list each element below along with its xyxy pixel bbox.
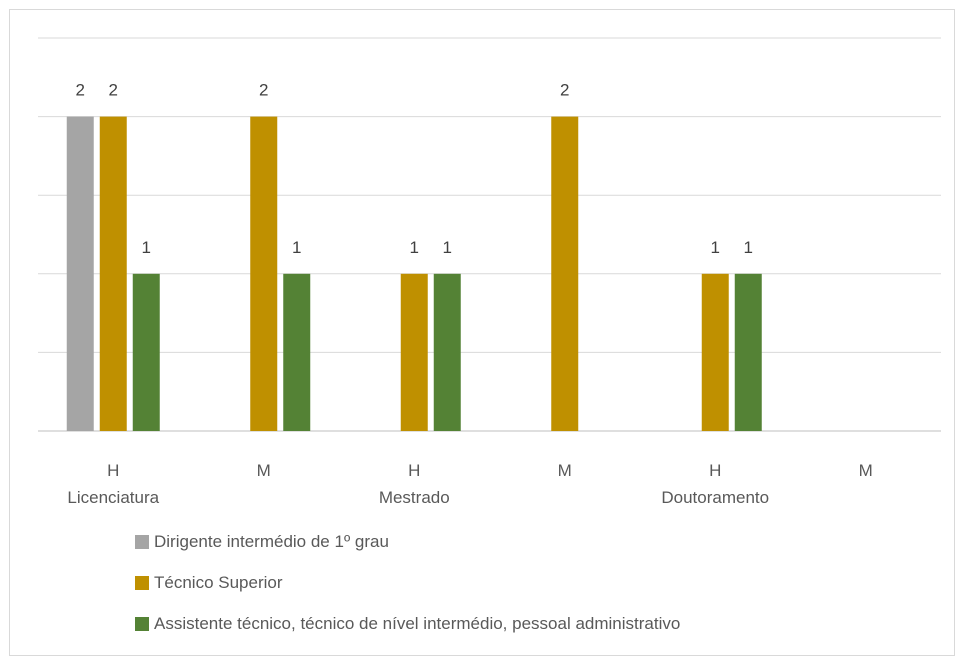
data-label: 1 [410, 238, 419, 257]
data-label: 2 [560, 81, 569, 100]
x-tick-label: M [859, 461, 873, 480]
bars [66, 116, 762, 431]
legend: Dirigente intermédio de 1º grau Técnico S… [135, 532, 680, 633]
legend-swatch [135, 617, 149, 631]
data-label: 2 [109, 81, 118, 100]
bar [551, 116, 579, 431]
x-group-label: Licenciatura [67, 488, 159, 507]
legend-swatch [135, 535, 149, 549]
bar [66, 116, 94, 431]
x-group-label: Mestrado [379, 488, 450, 507]
x-group-label: Doutoramento [661, 488, 769, 507]
bar [132, 273, 160, 431]
data-label: 1 [292, 238, 301, 257]
legend-label: Assistente técnico, técnico de nível int… [154, 614, 680, 633]
bar [250, 116, 278, 431]
x-tick-label: M [257, 461, 271, 480]
bar [734, 273, 762, 431]
x-tick-label: M [558, 461, 572, 480]
data-label: 1 [443, 238, 452, 257]
x-tick-label: H [709, 461, 721, 480]
legend-label: Técnico Superior [154, 573, 283, 592]
legend-swatch [135, 576, 149, 590]
data-labels: 2 2 1 2 1 1 1 2 1 1 [76, 81, 753, 257]
data-label: 1 [711, 238, 720, 257]
x-tick-label: H [107, 461, 119, 480]
data-label: 1 [142, 238, 151, 257]
x-axis-group-labels: Licenciatura Mestrado Doutoramento [67, 488, 769, 507]
legend-label: Dirigente intermédio de 1º grau [154, 532, 389, 551]
bar [433, 273, 461, 431]
data-label: 2 [76, 81, 85, 100]
bar [283, 273, 311, 431]
data-label: 2 [259, 81, 268, 100]
x-tick-label: H [408, 461, 420, 480]
bar [701, 273, 729, 431]
data-label: 1 [744, 238, 753, 257]
bar [99, 116, 127, 431]
gridlines [38, 37, 941, 432]
bar [400, 273, 428, 431]
